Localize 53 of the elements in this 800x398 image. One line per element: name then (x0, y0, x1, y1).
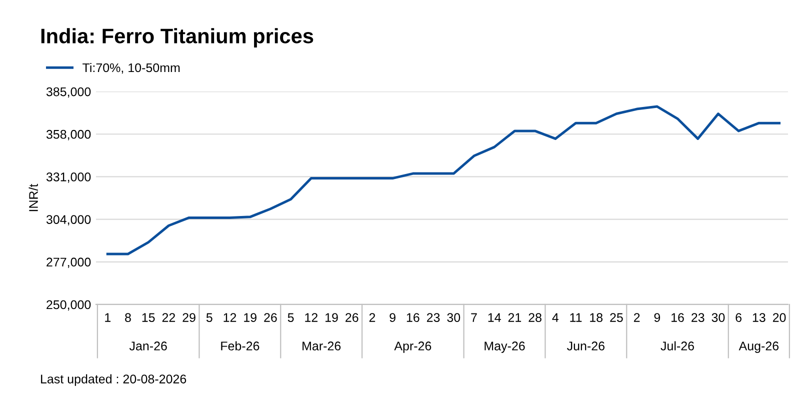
x-tick-label: 29 (182, 313, 196, 322)
line-series (106, 105, 781, 256)
x-tick-label: 16 (672, 313, 684, 322)
x-tick-label: 12 (224, 313, 236, 322)
x-tick-label: 30 (447, 313, 460, 322)
x-tick-label: 13 (752, 313, 766, 322)
chart-title: India: Ferro Titanium prices (41, 28, 314, 48)
y-tick-label: 277,000 (46, 258, 91, 268)
x-tick-label: 5 (288, 313, 294, 322)
x-tick-label: 25 (610, 313, 623, 322)
x-tick-label: 19 (326, 313, 338, 322)
text: Jan-26 (129, 342, 167, 350)
x-tick-label: 23 (692, 313, 704, 322)
text: May-26 (484, 342, 525, 353)
text: Jun-26 (567, 342, 604, 350)
x-tick-label: 12 (305, 313, 318, 322)
x-tick-label: 9 (654, 313, 660, 322)
y-tick-label: 250,000 (46, 300, 91, 311)
legend-label: Ti:70%, 10-50mm (82, 62, 180, 74)
x-tick-label: 26 (346, 313, 358, 322)
x-tick-label: 22 (162, 313, 176, 322)
x-tick-label: 11 (570, 313, 582, 322)
x-tick-label: 9 (390, 313, 396, 322)
y-tick-label: 331,000 (46, 172, 91, 183)
text: Jul-26 (660, 341, 694, 350)
x-tick-label: 6 (736, 313, 742, 322)
x-tick-label: 7 (471, 313, 477, 322)
y-axis-title: INR/t (28, 184, 38, 212)
x-tick-label: 5 (206, 313, 212, 322)
x-tick-label: 20 (772, 313, 786, 322)
x-tick-label: 14 (488, 313, 501, 322)
x-tick-label: 26 (264, 313, 277, 322)
text: Mar-26 (302, 342, 341, 350)
x-tick-label: 28 (528, 313, 542, 322)
x-tick-label: 23 (426, 313, 440, 322)
x-tick-label: 30 (712, 313, 725, 322)
x-tick-label: 4 (552, 313, 559, 322)
x-tick-label: 8 (125, 313, 131, 322)
text: Last updated : 20-08-2026 (41, 374, 186, 386)
y-tick-label: 385,000 (46, 87, 91, 98)
x-tick-label: 16 (406, 313, 420, 322)
y-tick-label: 358,000 (46, 130, 91, 140)
x-tick-label: 18 (590, 313, 603, 322)
x-tick-label: 2 (634, 313, 640, 322)
x-tick-label: 19 (244, 313, 256, 322)
text: Feb-26 (221, 341, 260, 350)
text: Aug-26 (738, 342, 779, 353)
x-tick-label: 15 (142, 313, 155, 322)
text: Apr-26 (394, 342, 432, 353)
x-tick-label: 21 (508, 313, 522, 322)
x-tick-label: 2 (369, 313, 376, 322)
x-tick-label: 1 (105, 313, 110, 322)
y-tick-label: 304,000 (46, 215, 91, 226)
